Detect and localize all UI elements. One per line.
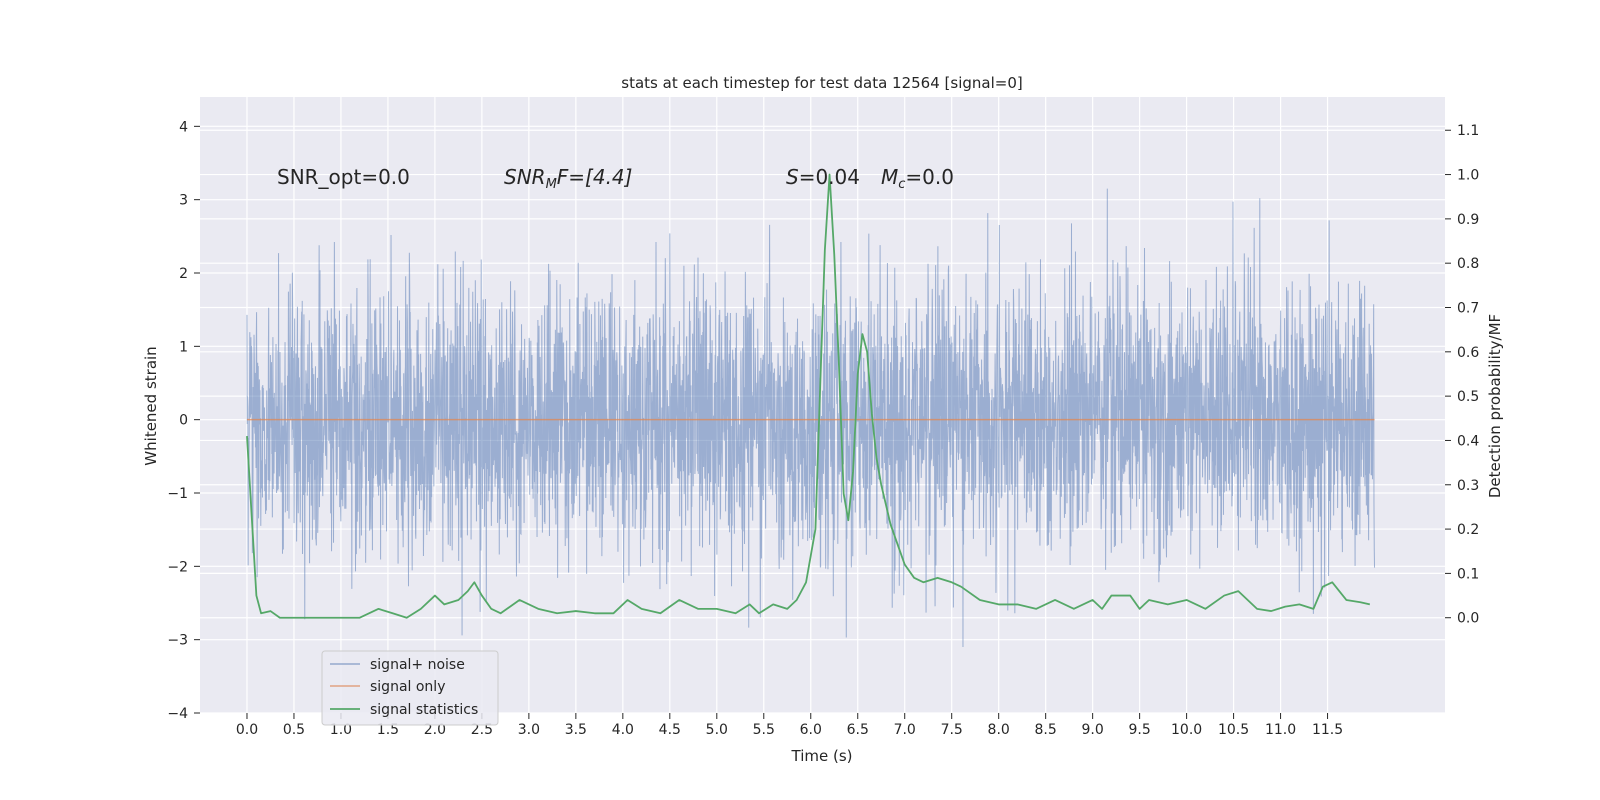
legend-box [321, 650, 499, 726]
y-left-tick-label: −4 [167, 706, 188, 722]
y-left-tick-label: 2 [179, 266, 188, 282]
x-tick-label: 4.0 [612, 722, 634, 738]
legend-label-noise: signal+ noise [370, 657, 465, 673]
legend: signal+ noise signal only signal statist… [321, 650, 499, 726]
x-tick-label: 0.0 [236, 722, 258, 738]
x-tick-label: 8.5 [1035, 722, 1057, 738]
mc-sub: c [898, 177, 905, 192]
chart-title: stats at each timestep for test data 125… [621, 74, 1022, 92]
x-tick-label: 6.0 [800, 722, 822, 738]
annotation-snr-mf: SNRMF=[4.4] [504, 165, 632, 192]
snr-mf-name: SNR [504, 165, 546, 189]
annotation-snr-opt: SNR_opt=0.0 [277, 165, 410, 189]
y-left-tick-label: 0 [179, 413, 188, 429]
mc-name: M [881, 165, 898, 189]
y-right-tick-label: 1.1 [1457, 123, 1479, 139]
x-tick-label: 6.5 [847, 722, 869, 738]
series-signal-noise [246, 188, 1376, 648]
x-tick-label: 3.0 [518, 722, 540, 738]
x-tick-label: 2.0 [424, 722, 446, 738]
x-tick-label: 7.5 [941, 722, 963, 738]
y-right-tick-label: 0.6 [1457, 345, 1479, 361]
x-tick-label: 1.0 [330, 722, 352, 738]
y-left-tick-label: 4 [179, 119, 188, 135]
legend-label-signal-only: signal only [370, 679, 445, 695]
y-left-tick-label: −1 [167, 486, 188, 502]
s-value: =0.04 [799, 165, 860, 189]
legend-label-statistics: signal statistics [370, 702, 478, 718]
x-tick-label: 5.5 [753, 722, 775, 738]
x-tick-label: 3.5 [565, 722, 587, 738]
mc-value: =0.0 [905, 165, 954, 189]
y-right-tick-label: 0.8 [1457, 256, 1479, 272]
y-right-tick-label: 0.7 [1457, 301, 1479, 317]
snr-mf-rest: F=[4.4] [557, 165, 633, 189]
noise-trace [246, 188, 1376, 648]
statistics-line [246, 173, 1371, 619]
x-tick-label: 7.0 [894, 722, 916, 738]
x-tick-label: 11.0 [1265, 722, 1296, 738]
y-right-axis-label: Detection probability/MF [1486, 314, 1504, 498]
x-tick-label: 10.0 [1171, 722, 1202, 738]
y-right-tick-label: 0.5 [1457, 389, 1479, 405]
x-tick-label: 5.0 [706, 722, 728, 738]
series-signal-statistics [246, 173, 1371, 619]
s-name: S [786, 165, 799, 189]
y-left-axis-ticks: 4 3 2 1 0 −1 −2 −3 −4 [167, 119, 200, 722]
x-tick-label: 9.0 [1082, 722, 1104, 738]
y-left-tick-label: −2 [167, 559, 188, 575]
x-tick-label: 1.5 [377, 722, 399, 738]
x-axis-ticks: 0.0 0.5 1.0 1.5 2.0 2.5 3.0 3.5 4.0 4.5 5.0 5.5 6.0 6… [236, 713, 1343, 738]
y-right-axis-ticks: 1.1 1.0 0.9 0.8 0.7 0.6 0.5 0.4 0.3 0.2 0.1 0.0 [1445, 123, 1479, 627]
annotation-mc: Mc=0.0 [881, 165, 954, 192]
x-tick-label: 9.5 [1128, 722, 1150, 738]
snr-mf-sub: M [546, 177, 557, 192]
x-axis-label: Time (s) [791, 747, 853, 765]
y-right-tick-label: 0.9 [1457, 212, 1479, 228]
x-tick-label: 8.0 [988, 722, 1010, 738]
y-right-tick-label: 0.2 [1457, 522, 1479, 538]
y-right-tick-label: 0.1 [1457, 566, 1479, 582]
x-tick-label: 2.5 [471, 722, 493, 738]
y-right-tick-label: 0.0 [1457, 611, 1479, 627]
y-right-tick-label: 1.0 [1457, 168, 1479, 184]
y-left-tick-label: 3 [179, 193, 188, 209]
x-tick-label: 0.5 [283, 722, 305, 738]
y-right-tick-label: 0.3 [1457, 478, 1479, 494]
x-tick-label: 11.5 [1312, 722, 1343, 738]
x-tick-label: 4.5 [659, 722, 681, 738]
annotation-s: S=0.04 [786, 165, 860, 189]
y-left-axis-label: Whitened strain [142, 346, 160, 465]
y-right-tick-label: 0.4 [1457, 433, 1479, 449]
y-left-tick-label: 1 [179, 339, 188, 355]
y-left-tick-label: −3 [167, 633, 188, 649]
x-tick-label: 10.5 [1218, 722, 1249, 738]
